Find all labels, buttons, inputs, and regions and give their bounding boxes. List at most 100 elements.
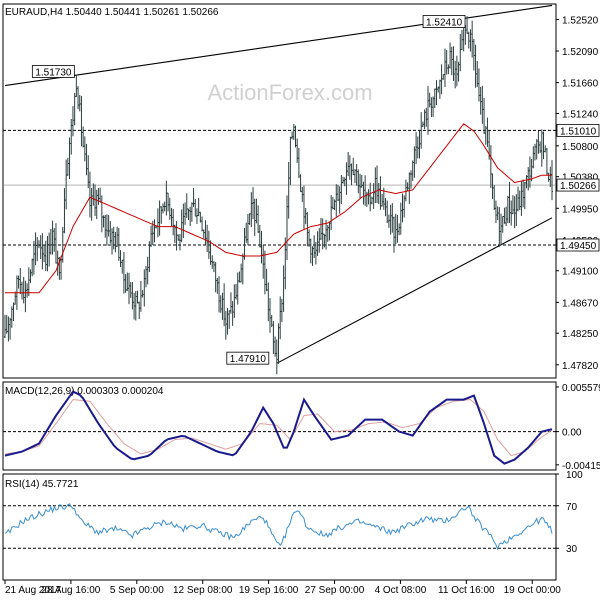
price-bar (459, 33, 462, 72)
price-bar (277, 323, 280, 364)
price-bar (262, 244, 265, 279)
price-bar (530, 158, 533, 182)
price-bar (189, 206, 192, 227)
level-label-box (556, 178, 600, 192)
price-bar (426, 85, 429, 135)
price-bar (377, 183, 380, 205)
rsi-panel-frame (2, 473, 557, 581)
price-bar (292, 124, 295, 140)
price-bar (425, 107, 428, 127)
annotation-box (422, 15, 466, 28)
price-bar (471, 20, 474, 58)
price-bar (338, 186, 341, 214)
price-bar (532, 146, 535, 169)
price-bar (389, 204, 392, 235)
level-label: 1.51010 (560, 126, 597, 137)
price-bar (328, 222, 331, 241)
price-bar (309, 238, 312, 264)
price-bar (250, 192, 253, 228)
price-bar (36, 237, 39, 262)
price-bar (194, 199, 197, 217)
x-tick-label: 5 Sep 00:00 (110, 585, 164, 596)
annotation-box (31, 65, 75, 78)
x-tick-label: 21 Aug 2017 (5, 585, 62, 596)
price-y-tick-label: 1.50800 (562, 142, 599, 153)
x-tick-label: 27 Sep 00:00 (305, 585, 365, 596)
price-bar (287, 161, 290, 219)
price-bar (289, 136, 292, 185)
price-bar (279, 296, 282, 340)
price-bar (483, 98, 486, 134)
price-bar (238, 271, 241, 283)
price-bar (180, 209, 183, 243)
price-bar (231, 301, 234, 326)
price-bar (464, 24, 467, 45)
price-bar (83, 136, 86, 162)
price-bar (517, 186, 520, 212)
price-bar (223, 283, 226, 327)
price-bar (121, 259, 124, 274)
price-bar (90, 188, 93, 221)
price-bar (508, 181, 511, 223)
price-bar (22, 276, 25, 304)
price-bar (160, 206, 163, 224)
price-bar (233, 284, 236, 318)
price-bar (381, 193, 384, 207)
price-y-tick-label: 1.47820 (562, 361, 599, 372)
price-bar (545, 147, 548, 176)
price-bar (466, 16, 469, 34)
price-bar (455, 55, 458, 87)
price-bar (7, 316, 10, 342)
price-bar (80, 96, 83, 147)
price-bar (353, 169, 356, 184)
price-bar (319, 218, 322, 240)
price-bar (70, 119, 73, 155)
price-bar (5, 315, 8, 334)
price-bar (291, 131, 294, 140)
price-bar (219, 295, 222, 313)
price-bar (408, 172, 411, 204)
macd-y-tick-label: -0.004156 (562, 461, 600, 472)
price-bar (372, 183, 375, 209)
x-tick-label: 4 Oct 08:00 (375, 585, 427, 596)
price-bar (170, 207, 173, 226)
price-bar (175, 221, 178, 251)
price-bar (505, 206, 508, 226)
price-bar (43, 245, 46, 263)
price-bar (355, 164, 358, 186)
price-bar (192, 187, 195, 207)
price-bar (500, 213, 503, 246)
price-bar (265, 268, 268, 292)
price-bar (474, 44, 477, 88)
price-bar (246, 214, 249, 246)
price-bar (304, 207, 307, 225)
price-bar (520, 180, 523, 216)
price-bar (449, 42, 452, 69)
price-bar (469, 29, 472, 52)
price-bar (190, 202, 193, 222)
price-bar (336, 184, 339, 202)
price-bar (513, 196, 516, 229)
price-bar (141, 290, 144, 298)
macd-header: MACD(12,26,9) 0.000303 0.000204 (5, 386, 164, 397)
price-bar (77, 86, 80, 110)
price-bar (418, 130, 421, 159)
price-bar (82, 126, 85, 148)
price-bar (31, 258, 34, 277)
price-bar (308, 229, 311, 247)
price-bar (318, 228, 321, 253)
price-bar (107, 215, 110, 237)
price-bar (150, 225, 153, 247)
x-tick-label: 19 Oct 00:00 (504, 585, 562, 596)
level-label-box (556, 123, 600, 137)
price-bar (491, 173, 494, 200)
price-y-tick-label: 1.51660 (562, 79, 599, 90)
price-bar (442, 74, 445, 80)
price-bar (226, 308, 229, 335)
price-bar (224, 310, 227, 340)
price-bar (352, 157, 355, 176)
rsi-y-tick-label: 100 (566, 470, 583, 481)
price-bar (493, 185, 496, 210)
price-bar (165, 180, 168, 216)
price-bar (54, 223, 57, 264)
